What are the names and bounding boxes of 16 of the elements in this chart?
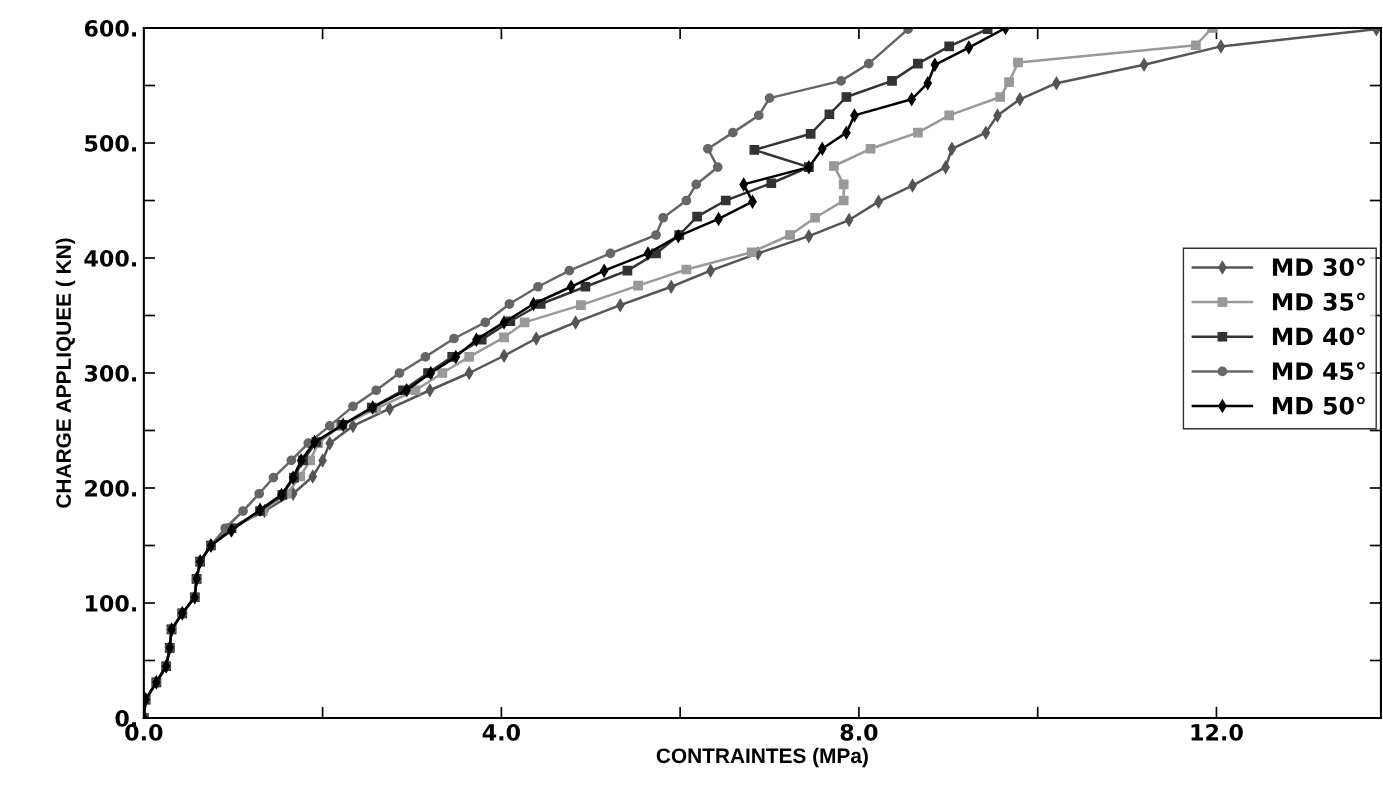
y-tick-label: 500. xyxy=(85,134,137,152)
legend-label: MD 35° xyxy=(1272,292,1365,311)
x-tick-label: 4.0 xyxy=(482,723,520,741)
legend-label: MD 30° xyxy=(1272,258,1365,277)
y-tick-label: 600. xyxy=(84,19,137,37)
legend-label: MD 40° xyxy=(1272,327,1365,346)
y-axis-title: CHARGE APPLIQUEE ( KN) xyxy=(55,238,76,508)
y-tick-label: 100. xyxy=(85,594,137,612)
x-axis-title: CONTRAINTES (MPa) xyxy=(656,747,868,768)
x-tick-label: 8.0 xyxy=(840,723,878,741)
legend-label: MD 50° xyxy=(1272,396,1365,415)
y-tick-label: 300. xyxy=(84,364,137,382)
x-tick-label: 12.0 xyxy=(1191,723,1243,741)
y-tick-label: 200. xyxy=(85,479,137,497)
legend-label: MD 45° xyxy=(1272,361,1365,381)
y-tick-label: 400. xyxy=(84,249,137,267)
